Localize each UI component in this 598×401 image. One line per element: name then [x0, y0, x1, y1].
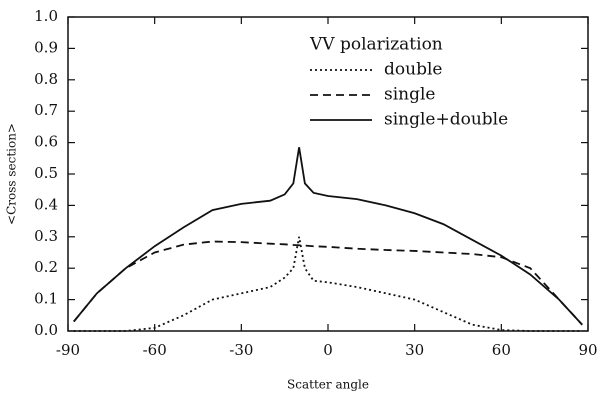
- x-tick-label: -30: [229, 341, 253, 359]
- x-axis-label: Scatter angle: [287, 378, 369, 392]
- series-line: [73, 236, 583, 332]
- legend-title: VV polarization: [309, 35, 443, 55]
- y-tick-label: 0.4: [34, 195, 58, 213]
- y-tick-label: 0.9: [34, 38, 58, 56]
- legend-label: double: [384, 60, 442, 80]
- legend-label: single+double: [384, 110, 508, 130]
- x-tick-label: 60: [492, 341, 511, 359]
- series-line: [73, 240, 583, 326]
- y-tick-label: 0.5: [34, 164, 58, 182]
- y-tick-label: 0.3: [34, 227, 58, 245]
- y-tick-label: 0.7: [34, 101, 58, 119]
- y-tick-label: 0.8: [34, 70, 58, 88]
- legend-label: single: [384, 85, 436, 105]
- y-tick-label: 1.0: [34, 7, 58, 25]
- y-axis-label: <Cross section>: [5, 123, 19, 225]
- plot-frame: [67, 16, 589, 332]
- x-tick-label: -60: [143, 341, 167, 359]
- x-tick-label: 0: [323, 341, 333, 359]
- y-tick-label: 0.6: [34, 133, 58, 151]
- x-tick-label: 90: [578, 341, 597, 359]
- series-line: [73, 147, 583, 326]
- y-tick-label: 0.1: [34, 290, 58, 308]
- x-tick-label: -90: [56, 341, 80, 359]
- y-tick-label: 0.2: [34, 258, 58, 276]
- x-tick-label: 30: [405, 341, 424, 359]
- y-tick-label: 0.0: [34, 321, 58, 339]
